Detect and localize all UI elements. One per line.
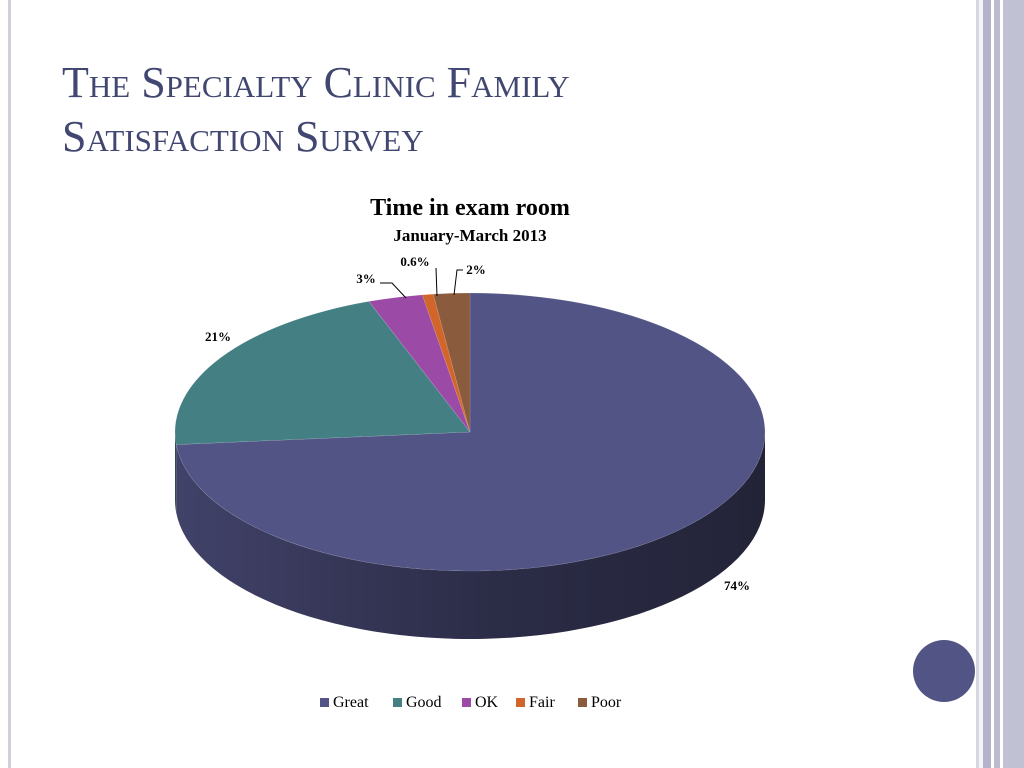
pie-side-great	[176, 432, 765, 639]
right-decorative-frame	[976, 0, 1024, 768]
data-label-good: 21%	[205, 329, 231, 344]
legend-swatch-poor	[578, 698, 587, 707]
legend-label-good: Good	[406, 694, 442, 711]
pie-slice-fair	[421, 293, 471, 433]
pie-slice-good	[174, 301, 471, 445]
legend-swatch-fair	[516, 698, 525, 707]
leader-line-poor	[453, 269, 463, 296]
data-label-ok: 3%	[356, 271, 376, 286]
pie-slice-poor	[432, 292, 471, 433]
data-label-great: 74%	[724, 578, 750, 593]
chart-title: Time in exam room	[370, 195, 570, 221]
slide-title-line-2: Satisfaction Survey	[62, 112, 424, 161]
data-label-fair: 0.6%	[400, 254, 429, 269]
slide-title: The Specialty Clinic Family Satisfaction…	[62, 56, 942, 164]
decorative-circle	[913, 640, 975, 702]
legend-label-great: Great	[333, 694, 369, 711]
leader-line-ok	[380, 282, 407, 299]
legend-swatch-good	[393, 698, 402, 707]
legend-label-poor: Poor	[591, 694, 622, 711]
pie-side-good	[175, 432, 177, 513]
chart-subtitle: January-March 2013	[393, 226, 546, 245]
pie-slice-ok	[368, 294, 471, 433]
legend-label-ok: OK	[475, 694, 499, 711]
slide-title-line-1: The Specialty Clinic Family	[62, 58, 570, 107]
leader-line-fair	[435, 267, 438, 297]
legend-label-fair: Fair	[529, 694, 555, 711]
pie-slice-great	[175, 292, 766, 572]
data-label-poor: 2%	[466, 262, 486, 277]
legend-swatch-great	[320, 698, 329, 707]
left-border-rule	[8, 0, 11, 768]
legend-swatch-ok	[462, 698, 471, 707]
